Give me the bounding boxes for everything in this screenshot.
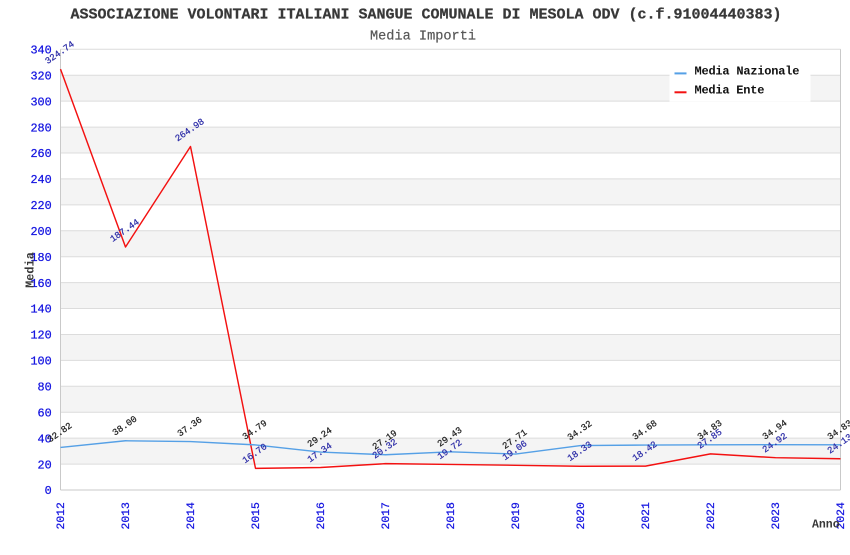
- svg-text:140: 140: [30, 303, 51, 317]
- svg-text:80: 80: [38, 381, 52, 395]
- svg-text:160: 160: [30, 277, 51, 291]
- svg-text:2014: 2014: [186, 502, 198, 530]
- svg-text:ASSOCIAZIONE VOLONTARI ITALIAN: ASSOCIAZIONE VOLONTARI ITALIANI SANGUE C…: [70, 7, 781, 24]
- svg-text:2019: 2019: [511, 502, 523, 530]
- svg-text:2022: 2022: [706, 502, 718, 530]
- svg-text:2016: 2016: [316, 502, 328, 530]
- svg-text:2015: 2015: [251, 502, 263, 530]
- svg-text:320: 320: [30, 69, 51, 83]
- svg-text:2013: 2013: [121, 502, 133, 530]
- svg-text:2023: 2023: [771, 502, 783, 530]
- svg-text:200: 200: [30, 225, 51, 239]
- svg-text:2012: 2012: [56, 502, 68, 530]
- svg-text:300: 300: [30, 95, 51, 109]
- svg-text:2018: 2018: [446, 502, 458, 530]
- svg-text:2017: 2017: [381, 502, 393, 529]
- svg-text:Media Ente: Media Ente: [695, 83, 765, 97]
- svg-text:0: 0: [45, 484, 52, 498]
- svg-text:220: 220: [30, 199, 51, 213]
- svg-text:100: 100: [30, 355, 51, 369]
- svg-text:Media Nazionale: Media Nazionale: [695, 65, 800, 79]
- svg-text:260: 260: [30, 147, 51, 161]
- svg-text:Media: Media: [24, 252, 38, 288]
- svg-text:40: 40: [38, 432, 52, 446]
- svg-text:340: 340: [30, 44, 51, 58]
- svg-text:2024: 2024: [836, 502, 848, 530]
- svg-text:2021: 2021: [641, 502, 653, 530]
- svg-text:280: 280: [30, 121, 51, 135]
- svg-text:180: 180: [30, 251, 51, 265]
- svg-text:Media Importi: Media Importi: [370, 30, 476, 45]
- svg-text:60: 60: [38, 406, 52, 420]
- svg-text:240: 240: [30, 173, 51, 187]
- svg-text:Anno: Anno: [812, 519, 840, 532]
- svg-text:20: 20: [38, 458, 52, 472]
- svg-text:120: 120: [30, 329, 51, 343]
- svg-text:2020: 2020: [576, 502, 588, 530]
